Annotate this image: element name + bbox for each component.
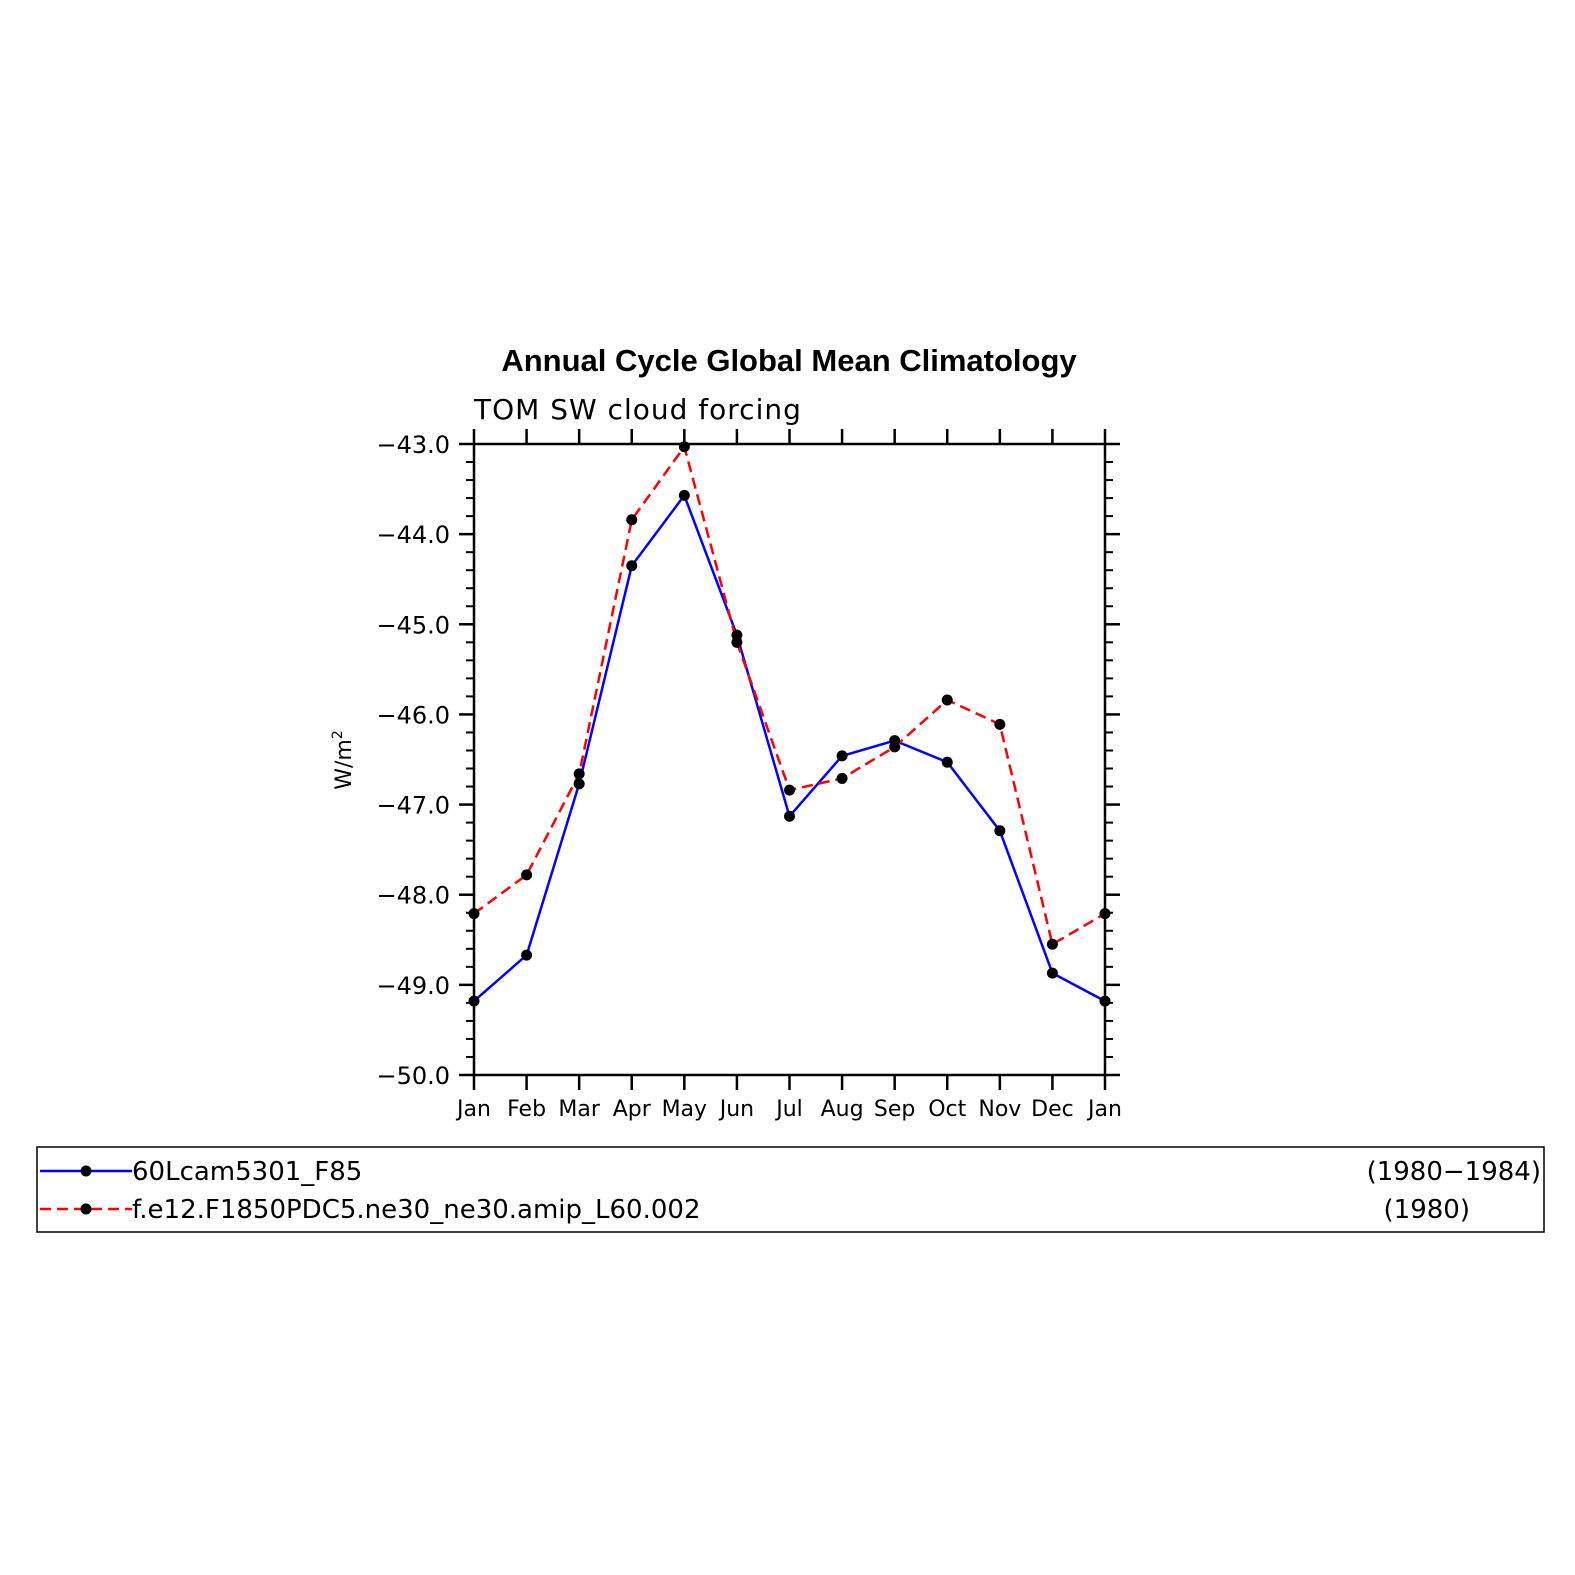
series-2-point [1046,938,1058,950]
chart-title: Annual Cycle Global Mean Climatology [501,343,1077,378]
legend-period-series-1: (1980−1984) [1367,1157,1541,1187]
series-lines [473,445,1106,1003]
series-2-point [941,694,953,706]
x-tick-label: Jan [1086,1097,1122,1122]
x-tick-label: Sep [874,1097,915,1122]
series-2-point [731,636,743,648]
y-tick-label: −50.0 [376,1062,450,1090]
y-tick-label: −43.0 [376,431,450,459]
x-tick-label: Jan [455,1097,491,1122]
y-axis-label-superscript: 2 [330,730,346,739]
series-markers [468,441,1111,1007]
chart-subtitle: TOM SW cloud forcing [473,393,802,426]
series-2-point [521,869,533,881]
x-tick-labels: Jan Feb Mar Apr May Jun Jul Aug Sep Oct Nov Dec Jan [455,1097,1122,1122]
x-tick-label: Oct [928,1097,966,1122]
y-tick-label: −49.0 [376,972,450,1000]
series-1-point [678,489,690,501]
y-tick-label: −47.0 [376,792,450,820]
series-2-point [889,741,901,753]
series-1-point [994,825,1006,837]
y-tick-label: −46.0 [376,701,450,729]
x-tick-label: Dec [1031,1097,1074,1122]
x-tick-label: Feb [507,1097,546,1122]
y-tick-label: −45.0 [376,611,450,639]
series-2-point [626,514,638,526]
x-tick-label: Aug [821,1097,864,1122]
series-1-point [836,750,848,762]
series-line-1 [473,494,1106,1003]
series-2-point [836,772,848,784]
legend-box [36,1146,1545,1233]
y-axis-label: W/m2 [330,730,357,790]
series-2-point [994,718,1006,730]
x-tick-label: Apr [613,1097,652,1122]
series-1-point [1046,967,1058,979]
x-tick-label: Jul [774,1097,803,1122]
legend-label-series-2: f.e12.F1850PDC5.ne30_ne30.amip_L60.002 [132,1195,700,1225]
y-axis-label-main: W/m [332,739,357,790]
x-tick-label: Mar [558,1097,600,1122]
x-tick-label: Nov [978,1097,1021,1122]
series-1-point [626,560,638,572]
series-1-point [941,756,953,768]
series-2-point [573,768,585,780]
legend: 60Lcam5301_F85 (1980−1984) f.e12.F1850PD… [36,1146,1545,1233]
series-1-point [784,810,795,822]
series-1-point [521,949,533,961]
svg-text:W/m2: W/m2 [330,730,357,790]
x-tick-label: Jun [718,1097,754,1122]
legend-marker-series-2 [80,1203,92,1215]
series-1-point [573,778,585,790]
legend-period-series-2: (1980) [1384,1195,1470,1225]
y-tick-label: −44.0 [376,521,450,549]
y-tick-labels: −50.0 −49.0 −48.0 −47.0 −46.0 −45.0 −44.0 −43.0 [376,431,450,1090]
axis-ticks [459,429,1120,1090]
x-tick-label: May [662,1097,707,1122]
series-line-2 [473,445,1106,946]
legend-marker-series-1 [80,1165,92,1177]
plot-frame [472,442,1107,1077]
y-tick-label: −48.0 [376,882,450,910]
legend-label-series-1: 60Lcam5301_F85 [132,1157,362,1187]
series-2-point [784,784,795,796]
